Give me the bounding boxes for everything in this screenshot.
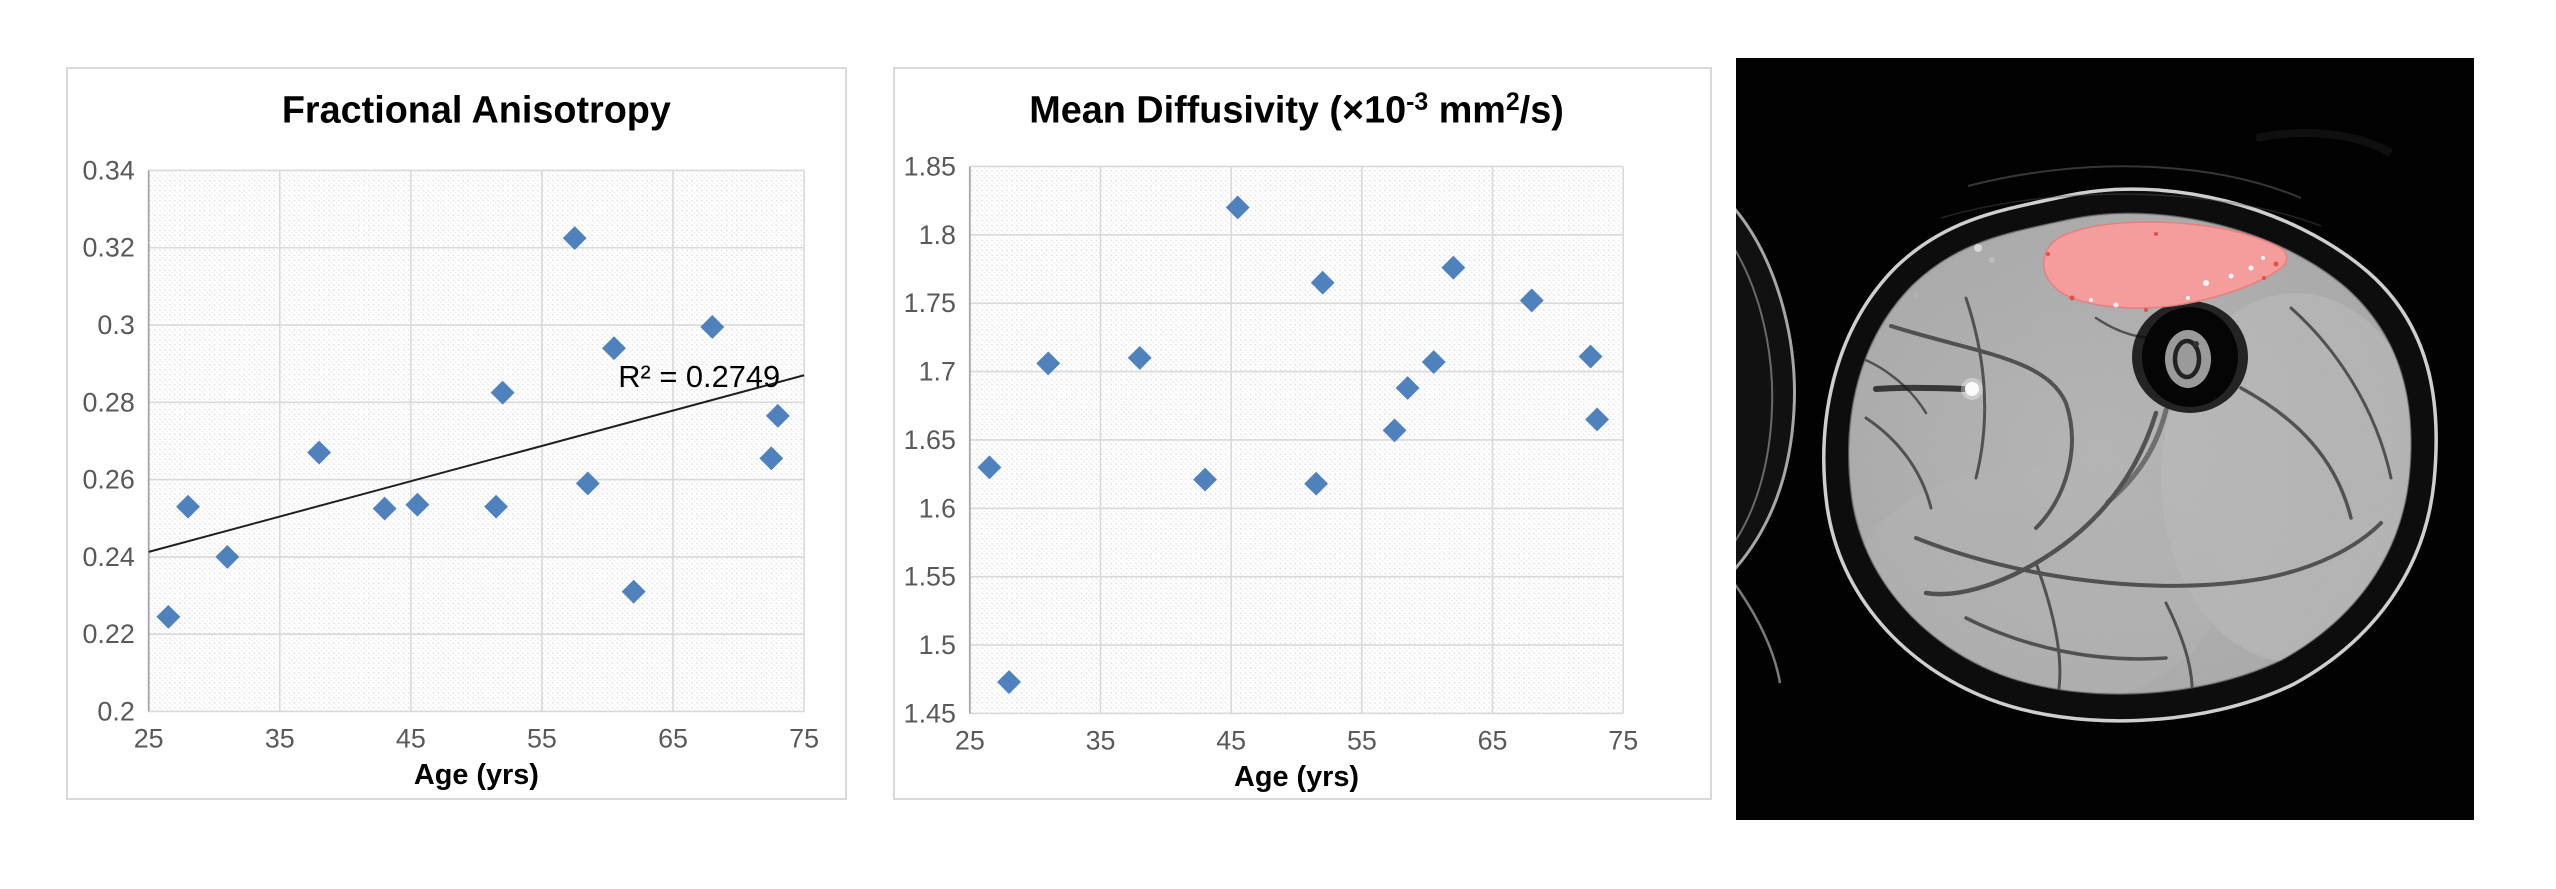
data-point-marker — [307, 440, 332, 465]
background-artifact — [2255, 129, 2393, 157]
highlighted-muscle-segmentation — [2042, 221, 2288, 309]
adjacent-leg-skin-edge — [1736, 208, 1796, 570]
vessel-dark-line — [1873, 384, 1967, 392]
fractional-anisotropy-chart-panel: 0.2 0.22 0.24 0.26 0.28 0.3 0.32 0.34 25 35 45 55 65… — [66, 67, 847, 800]
data-point-marker — [700, 315, 725, 339]
chart-title: Fractional Anisotropy — [282, 90, 671, 132]
y-axis-tick-label: 0.28 — [83, 387, 135, 417]
y-axis-tick-label: 1.75 — [904, 288, 956, 318]
adjacent-leg-lower-edge — [1736, 583, 1782, 684]
y-axis-tick-label: 0.2 — [97, 696, 134, 726]
trendline — [148, 374, 805, 553]
data-point-marker — [490, 380, 515, 405]
small-bright-dot — [1974, 244, 1982, 252]
data-point-marker — [765, 403, 790, 428]
mri-axial-thigh-panel — [1736, 58, 2474, 820]
segmentation-red-speckles — [2046, 232, 2279, 312]
x-axis-tick-label: 35 — [1086, 725, 1116, 755]
small-bright-dot — [1989, 257, 1995, 263]
data-point-marker — [215, 544, 240, 569]
x-axis-tick-label: 75 — [789, 723, 819, 753]
x-axis-tick-label: 65 — [658, 723, 688, 753]
fascia-line — [1967, 165, 2302, 199]
mean-diffusivity-chart-panel: 1.45 1.5 1.55 1.6 1.65 1.7 1.75 1.8 1.85 25 35 45 55… — [893, 67, 1712, 800]
y-axis-tick-label: 0.32 — [83, 233, 135, 263]
y-axis-tick-label: 0.34 — [83, 155, 135, 185]
vessel-bright-spot — [1965, 382, 1979, 396]
chart-svg: 0.2 0.22 0.24 0.26 0.28 0.3 0.32 0.34 25 35 45 55 65… — [83, 90, 820, 791]
y-axis-tick-label: 1.6 — [919, 493, 956, 523]
x-axis-tick-label: 65 — [1478, 725, 1508, 755]
data-point-marker — [484, 494, 508, 519]
bone-marrow — [2165, 330, 2211, 388]
small-bright-dot — [1913, 292, 1919, 298]
plot-area — [148, 170, 805, 712]
data-point-marker — [1304, 471, 1329, 496]
y-axis-tick-label: 1.85 — [904, 151, 956, 181]
fascia-line — [1940, 193, 2322, 227]
mri-scan-image — [1736, 58, 2474, 820]
y-axis-tick-label: 1.7 — [919, 357, 956, 387]
x-axis-tick-label: 35 — [265, 723, 295, 753]
r-squared-label: R² = 0.2749 — [618, 359, 780, 394]
data-point-marker — [1127, 345, 1152, 370]
bone-marrow-ring — [2172, 338, 2202, 380]
data-point-marker — [1036, 351, 1061, 376]
y-axis-tick-label: 0.22 — [83, 619, 135, 649]
data-point-marker — [1193, 467, 1217, 492]
y-axis-tick-label: 0.3 — [97, 310, 134, 340]
x-axis-tick-label: 25 — [955, 725, 985, 755]
y-axis-tick-label: 1.5 — [919, 630, 956, 660]
chart-svg: 1.45 1.5 1.55 1.6 1.65 1.7 1.75 1.8 1.85 25 35 45 55… — [904, 88, 1639, 793]
data-point-marker — [1395, 376, 1420, 400]
data-point-marker — [1225, 195, 1250, 220]
data-point-marker — [602, 336, 626, 361]
data-point-marker — [405, 492, 430, 517]
x-axis-tick-label: 55 — [527, 723, 557, 753]
x-axis-title: Age (yrs) — [414, 759, 539, 791]
x-axis-title: Age (yrs) — [1234, 761, 1359, 793]
y-axis-tick-label: 0.26 — [83, 465, 135, 495]
y-axis-tick-label: 1.55 — [904, 562, 956, 592]
data-point-marker — [1585, 407, 1610, 432]
x-axis-tick-label: 45 — [396, 723, 426, 753]
data-point-marker — [575, 471, 600, 496]
bone-marrow-spot — [2193, 341, 2199, 347]
segmentation-white-speckles — [2089, 256, 2265, 308]
y-axis-tick-label: 1.65 — [904, 425, 956, 455]
x-axis-tick-label: 55 — [1347, 725, 1377, 755]
data-point-marker — [977, 455, 1002, 480]
data-point-marker — [1310, 270, 1335, 295]
chart-title: Mean Diffusivity (×10-3 mm2/s) — [1029, 88, 1564, 132]
data-point-marker — [1519, 288, 1544, 313]
x-axis-tick-label: 75 — [1608, 725, 1638, 755]
y-axis-tick-label: 0.24 — [83, 542, 135, 572]
data-point-marker — [1578, 344, 1603, 369]
x-axis-tick-label: 45 — [1216, 725, 1246, 755]
x-axis-tick-label: 25 — [134, 723, 164, 753]
data-point-marker — [372, 496, 397, 521]
data-point-marker — [759, 446, 784, 471]
adjacent-leg-inner-edge — [1736, 249, 1774, 542]
y-axis-tick-label: 1.45 — [904, 698, 956, 728]
data-point-marker — [1382, 418, 1407, 443]
y-axis-tick-label: 1.8 — [919, 220, 956, 250]
